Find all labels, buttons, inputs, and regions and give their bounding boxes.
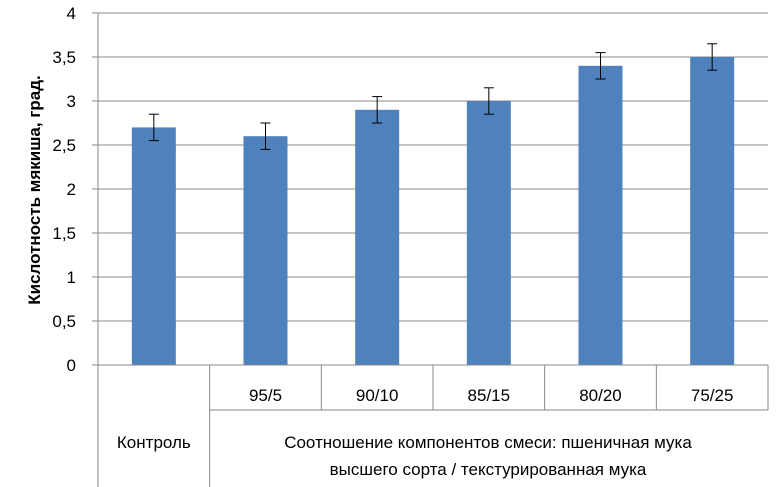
y-tick-label: 3: [67, 92, 76, 111]
x-tick-label: 75/25: [691, 386, 734, 405]
gridlines: [92, 12, 768, 366]
error-bar: [372, 96, 383, 124]
bars: [131, 57, 735, 366]
x-tick-label: Контроль: [117, 433, 191, 452]
y-tick-label: 4: [67, 4, 76, 23]
bar: [131, 127, 176, 366]
y-tick-label: 0: [67, 356, 76, 375]
y-tick-label: 3,5: [52, 48, 76, 67]
error-bar: [483, 87, 494, 115]
y-tick-label: 0,5: [52, 312, 76, 331]
group-label-line-2: высшего сорта / текстурированная мука: [330, 460, 647, 479]
error-bar: [595, 52, 606, 80]
bar: [578, 65, 623, 366]
error-bar: [260, 122, 271, 150]
x-tick-label: 90/10: [356, 386, 399, 405]
error-bars: [148, 43, 718, 150]
x-tick-label: 85/15: [468, 386, 511, 405]
axes: [97, 13, 769, 487]
x-tick-label: 95/5: [249, 386, 282, 405]
y-tick-labels: 0 0,5 1 1,5 2 2,5 3 3,5 4: [52, 4, 76, 375]
y-tick-label: 2,5: [52, 136, 76, 155]
error-bar: [707, 43, 718, 71]
y-tick-label: 2: [67, 180, 76, 199]
x-tick-label: 80/20: [579, 386, 622, 405]
bar: [466, 101, 511, 365]
bar: [243, 136, 288, 365]
bar: [355, 109, 400, 365]
y-axis-label: Кислотность мякиша, град.: [25, 75, 44, 304]
error-bar: [148, 113, 159, 142]
y-tick-label: 1,5: [52, 224, 76, 243]
x-tick-labels: Контроль 95/5 90/10 85/15 80/20 75/25: [117, 386, 734, 452]
bar: [690, 57, 735, 365]
y-tick-label: 1: [67, 268, 76, 287]
group-label-line-1: Соотношение компонентов смеси: пшеничная…: [284, 433, 692, 452]
